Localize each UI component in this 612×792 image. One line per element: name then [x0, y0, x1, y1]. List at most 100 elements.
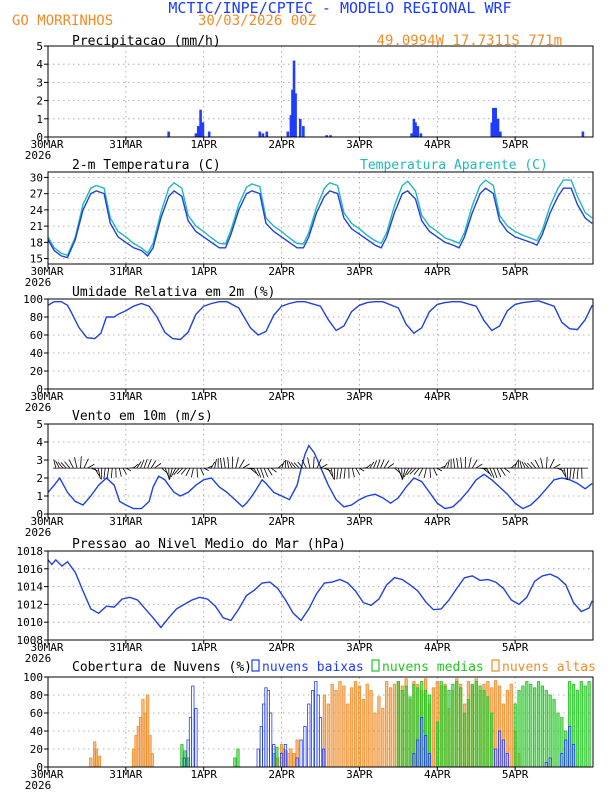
temp-title: 2-m Temperatura (C) — [72, 158, 221, 173]
wind-arrow — [64, 461, 71, 469]
wind-arrow — [572, 468, 576, 480]
wind-arrows — [53, 456, 588, 481]
wind-xtick-label: 2APR — [268, 515, 295, 528]
precip-bar — [196, 126, 200, 137]
wind-arrow — [60, 462, 67, 469]
wind-arrow — [227, 457, 230, 469]
header-coordinates: 49.0994W 17.7311S 771m — [377, 33, 562, 49]
rh-xtick-label: 5APR — [502, 390, 529, 403]
wind-arrow — [74, 457, 78, 469]
high-cloud-bar — [388, 687, 393, 768]
legend-mid-label: nuvens medias — [382, 660, 484, 675]
wind-arrow — [527, 462, 533, 469]
wind-arrow — [281, 460, 285, 469]
precip-bar — [261, 133, 265, 137]
high-cloud-bar — [342, 685, 346, 768]
precip-ytick-label: 5 — [36, 40, 43, 53]
wind-arrow — [440, 465, 446, 469]
wind-arrow — [530, 461, 537, 469]
precip-ytick-label: 1 — [36, 113, 43, 126]
wind-arrow — [496, 467, 502, 478]
wind-arrow — [540, 457, 544, 469]
pressure-ytick-label: 1010 — [17, 616, 44, 629]
precip-ytick-label: 3 — [36, 76, 43, 89]
wind-arrow — [500, 467, 506, 476]
high-cloud-bar — [369, 690, 373, 768]
clouds-ytick-label: 80 — [30, 689, 43, 702]
wind-arrow — [556, 467, 565, 472]
temp-year-label: 2026 — [25, 276, 52, 289]
temp-legend-apparent: Temperatura Aparente (C) — [360, 158, 548, 173]
high-cloud-bar — [509, 683, 513, 768]
rh-ytick-label: 20 — [30, 365, 43, 378]
wind-arrow — [53, 459, 57, 469]
precip-xtick-label: 2APR — [268, 138, 295, 151]
clouds-title: Cobertura de Nuvens (%) — [72, 660, 252, 675]
wind-arrow — [447, 459, 450, 469]
pressure-xtick-label: 3APR — [346, 641, 373, 654]
mid-cloud-bar — [439, 681, 443, 768]
precip-bar — [494, 107, 497, 137]
mid-cloud-bar — [443, 685, 447, 768]
precipitation-panel: Precipitacao (mm/h) 0 1 2 3 4 5 30MAR 31MAR 1APR… — [25, 34, 594, 162]
wind-arrow — [200, 467, 205, 476]
mid-cloud-bar — [236, 748, 240, 768]
wind-series-line — [47, 444, 593, 510]
wind-xtick-label: 1APR — [190, 515, 217, 528]
pressure-ytick-label: 1018 — [17, 545, 44, 558]
wind-arrow — [560, 467, 566, 477]
mid-cloud-bar — [544, 690, 548, 768]
wind-arrow — [242, 463, 250, 469]
high-cloud-bar — [292, 753, 296, 768]
mid-cloud-bar — [462, 712, 467, 768]
mid-cloud-bar — [575, 690, 580, 768]
pressure-xtick-label: 2APR — [268, 641, 295, 654]
temp-grid — [48, 172, 593, 264]
wind-arrow — [406, 467, 413, 476]
high-cloud-bar — [361, 699, 365, 768]
mid-cloud-bar — [396, 681, 400, 768]
wind-arrow — [503, 467, 511, 473]
mid-cloud-bar — [183, 750, 187, 768]
wind-arrow — [343, 468, 346, 479]
precip-ytick-label: 0 — [36, 131, 43, 144]
header-location: GO MORRINHOS — [12, 13, 113, 29]
wind-arrow — [380, 459, 385, 469]
clouds-xtick-label: 1APR — [190, 768, 217, 781]
wind-arrow — [214, 459, 217, 469]
mid-cloud-bar — [404, 685, 408, 768]
wind-arrow — [249, 467, 257, 474]
wind-arrow — [110, 468, 113, 479]
high-cloud-bar — [365, 683, 369, 768]
precip-bar — [302, 126, 305, 137]
precip-bar — [194, 133, 198, 137]
apparent-temp-series-line — [47, 179, 593, 257]
clouds-xtick-label: 4APR — [424, 768, 451, 781]
wind-xtick-label: 4APR — [424, 515, 451, 528]
wind-arrow — [521, 461, 526, 469]
low-cloud-bar — [318, 717, 323, 768]
high-cloud-bar — [334, 690, 338, 768]
mid-cloud-bar — [540, 685, 544, 768]
precip-xtick-label: 1APR — [190, 138, 217, 151]
wind-grid — [48, 424, 593, 514]
wind-arrow — [429, 468, 431, 478]
high-cloud-bar — [89, 757, 93, 768]
wind-arrow — [106, 468, 110, 479]
clouds-year-label: 2026 — [25, 779, 52, 792]
wind-arrow — [277, 463, 284, 469]
wind-ytick-label: 2 — [36, 472, 43, 485]
low-cloud-bar — [307, 703, 311, 768]
legend-mid-swatch — [371, 659, 380, 672]
rh-xtick-label: 4APR — [424, 390, 451, 403]
clouds-xtick-label: 31MAR — [109, 768, 142, 781]
precip-bar — [419, 133, 423, 137]
rh-ytick-label: 80 — [30, 311, 43, 324]
temp-ytick-label: 21 — [30, 220, 43, 233]
wind-arrow — [423, 468, 427, 478]
wind-arrow — [409, 467, 417, 475]
high-cloud-bar — [392, 683, 397, 768]
high-cloud-bar — [373, 712, 377, 768]
legend-mid-clouds: nuvens medias — [371, 659, 484, 675]
